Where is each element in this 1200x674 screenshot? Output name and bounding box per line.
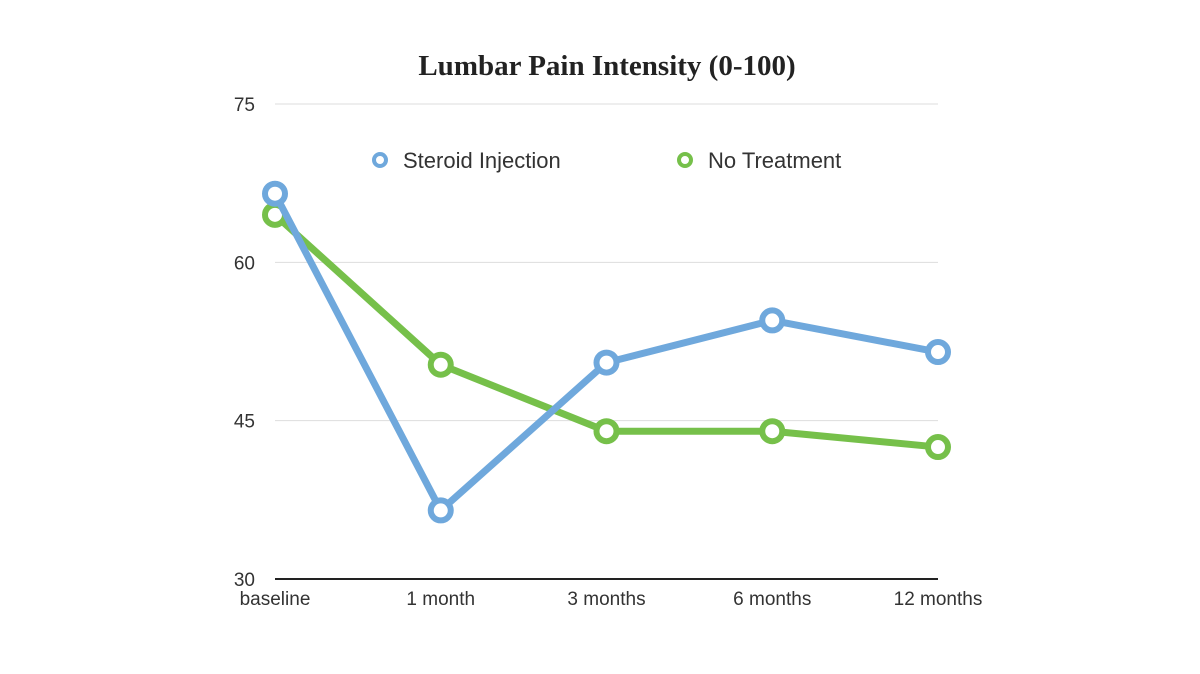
- data-point: [427, 497, 454, 524]
- legend-item: Steroid Injection: [372, 148, 561, 173]
- data-point: [262, 180, 288, 207]
- y-tick-label: 60: [234, 253, 255, 274]
- y-axis-ticks: 30 45 60 75: [234, 95, 255, 591]
- data-point: [759, 307, 786, 334]
- y-tick-label: 30: [234, 570, 255, 591]
- y-tick-label: 45: [234, 412, 255, 433]
- legend: Steroid Injection No Treatment: [372, 148, 841, 173]
- gridlines: [275, 103, 938, 580]
- data-point: [593, 418, 620, 445]
- series-0: [262, 180, 951, 524]
- legend-item: No Treatment: [677, 148, 841, 173]
- legend-marker: [677, 152, 693, 168]
- data-point: [925, 339, 951, 366]
- data-point: [593, 349, 620, 376]
- data-point: [427, 351, 454, 378]
- legend-marker: [372, 152, 388, 168]
- chart-title: Lumbar Pain Intensity (0-100): [418, 50, 795, 82]
- x-tick-label: 6 months: [733, 589, 811, 610]
- legend-label: Steroid Injection: [403, 148, 561, 173]
- x-axis-ticks: baseline 1 month 3 months 6 months 12 months: [240, 589, 983, 610]
- series-lines: [262, 180, 951, 524]
- data-point: [759, 418, 786, 445]
- x-tick-label: baseline: [240, 589, 311, 610]
- y-tick-label: 75: [234, 95, 255, 116]
- legend-label: No Treatment: [708, 148, 841, 173]
- x-tick-label: 1 month: [406, 589, 475, 610]
- x-tick-label: 12 months: [894, 589, 983, 610]
- series-1: [262, 201, 951, 461]
- x-tick-label: 3 months: [567, 589, 645, 610]
- data-point: [925, 434, 951, 461]
